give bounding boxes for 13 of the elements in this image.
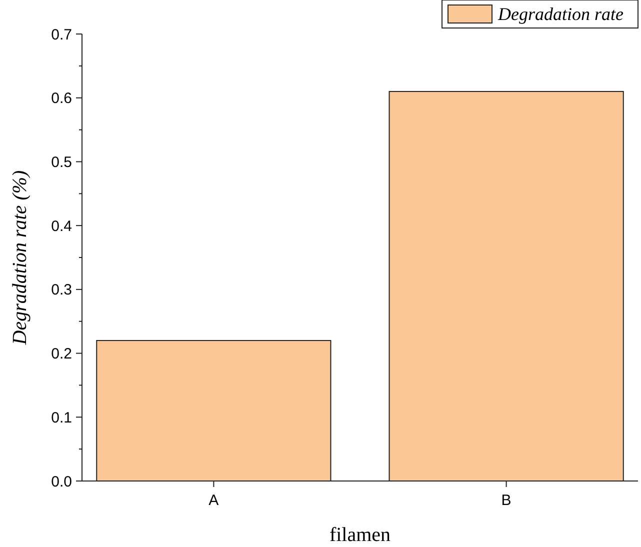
y-tick-label: 0.4	[51, 218, 72, 235]
legend-label: Degradation rate	[497, 4, 624, 24]
y-tick-label: 0.7	[51, 26, 72, 44]
y-tick-label: 0.6	[51, 90, 72, 108]
x-tick-label: A	[208, 492, 219, 509]
y-tick-label: 0.5	[51, 154, 72, 171]
x-tick-label: B	[501, 492, 512, 509]
y-tick-label: 0.2	[51, 346, 72, 363]
y-axis-title: Degradation rate (%)	[9, 170, 31, 346]
y-tick-label: 0.3	[51, 282, 72, 299]
y-tick-label: 0.0	[51, 473, 72, 490]
y-tick-label: 0.1	[51, 409, 72, 426]
x-axis-title: filamen	[329, 524, 391, 546]
